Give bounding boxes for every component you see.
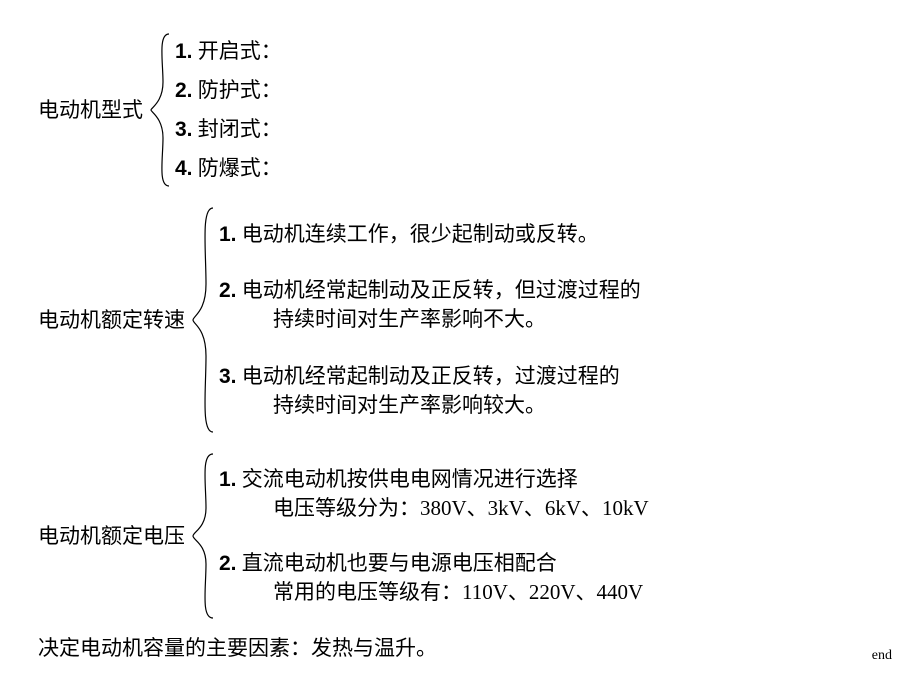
items-list: 1. 交流电动机按供电电网情况进行选择 电压等级分为：380V、3kV、6kV、… (215, 452, 649, 620)
item-number: 1. (175, 40, 193, 63)
group-rated-speed: 电动机额定转速 1. 电动机连续工作，很少起制动或反转。 2. 电动机经常起制动… (38, 206, 880, 434)
item-number: 1. (219, 223, 237, 246)
brace-wrap: 1. 开启式： 2. 防护式： 3. 封闭式： 4. 防爆式： (149, 32, 282, 188)
group-rated-voltage: 电动机额定电压 1. 交流电动机按供电电网情况进行选择 电压等级分为：380V、… (38, 452, 880, 620)
item-subtext: 电压等级分为：380V、3kV、6kV、10kV (273, 498, 649, 519)
list-item: 2. 直流电动机也要与电源电压相配合 常用的电压等级有：110V、220V、44… (219, 553, 649, 603)
item-text: 直流电动机也要与电源电压相配合 (242, 551, 557, 575)
item-number: 2. (219, 552, 237, 575)
item-number: 2. (175, 79, 193, 102)
item-text: 开启式： (198, 39, 282, 63)
brace-icon (191, 206, 215, 434)
item-subtext: 常用的电压等级有：110V、220V、440V (273, 582, 649, 603)
item-text: 电动机经常起制动及正反转，但过渡过程的 (242, 278, 641, 302)
brace-icon (191, 452, 215, 620)
group-motor-type: 电动机型式 1. 开启式： 2. 防护式： 3. 封闭式： 4. 防爆式： (38, 32, 880, 188)
item-text: 封闭式： (198, 117, 282, 141)
item-subtext: 持续时间对生产率影响较大。 (273, 395, 641, 416)
items-list: 1. 开启式： 2. 防护式： 3. 封闭式： 4. 防爆式： (171, 32, 282, 188)
list-item: 1. 交流电动机按供电电网情况进行选择 电压等级分为：380V、3kV、6kV、… (219, 469, 649, 519)
item-number: 4. (175, 157, 193, 180)
end-mark: end (872, 649, 892, 663)
item-text: 电动机经常起制动及正反转，过渡过程的 (242, 364, 620, 388)
items-list: 1. 电动机连续工作，很少起制动或反转。 2. 电动机经常起制动及正反转，但过渡… (215, 206, 641, 434)
list-item: 4. 防爆式： (175, 158, 282, 179)
item-text: 交流电动机按供电电网情况进行选择 (242, 467, 578, 491)
list-item: 2. 防护式： (175, 80, 282, 101)
list-item: 1. 电动机连续工作，很少起制动或反转。 (219, 224, 641, 245)
item-text: 防爆式： (198, 156, 282, 180)
group-label: 电动机额定转速 (38, 310, 191, 331)
brace-wrap: 1. 交流电动机按供电电网情况进行选择 电压等级分为：380V、3kV、6kV、… (191, 452, 649, 620)
brace-wrap: 1. 电动机连续工作，很少起制动或反转。 2. 电动机经常起制动及正反转，但过渡… (191, 206, 641, 434)
list-item: 2. 电动机经常起制动及正反转，但过渡过程的 持续时间对生产率影响不大。 (219, 280, 641, 330)
item-number: 3. (175, 118, 193, 141)
brace-icon (149, 32, 171, 188)
list-item: 1. 开启式： (175, 41, 282, 62)
list-item: 3. 电动机经常起制动及正反转，过渡过程的 持续时间对生产率影响较大。 (219, 366, 641, 416)
item-subtext: 持续时间对生产率影响不大。 (273, 309, 641, 330)
item-number: 3. (219, 365, 237, 388)
item-text: 防护式： (198, 78, 282, 102)
group-label: 电动机额定电压 (38, 526, 191, 547)
footer-text: 决定电动机容量的主要因素：发热与温升。 (38, 638, 880, 659)
item-number: 1. (219, 468, 237, 491)
group-label: 电动机型式 (38, 100, 149, 121)
item-number: 2. (219, 279, 237, 302)
item-text: 电动机连续工作，很少起制动或反转。 (242, 222, 599, 246)
list-item: 3. 封闭式： (175, 119, 282, 140)
